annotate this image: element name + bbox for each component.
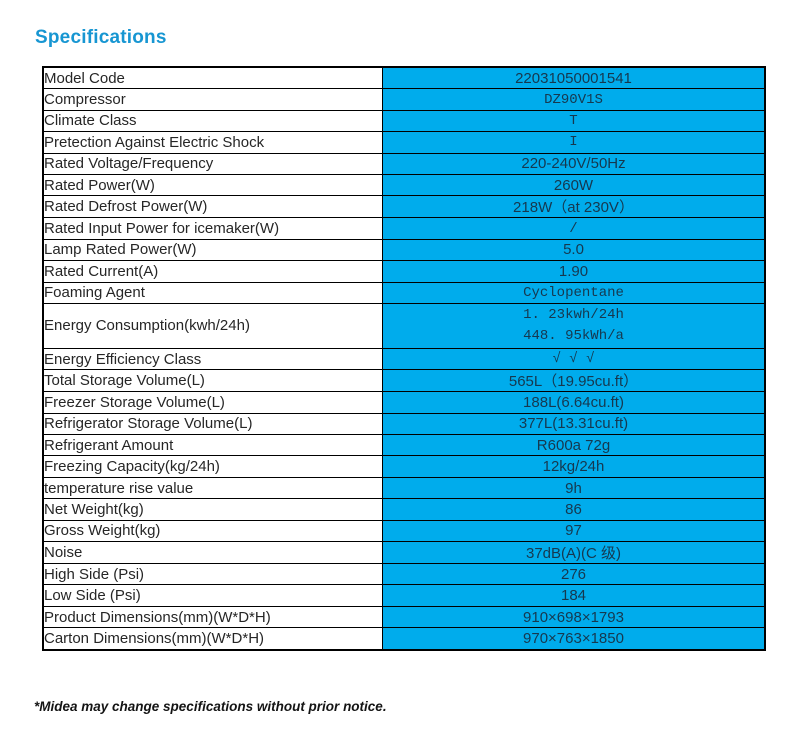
spec-label: Gross Weight(kg) (42, 519, 383, 543)
spec-label: Carton Dimensions(mm)(W*D*H) (42, 627, 383, 651)
spec-label: Noise (42, 541, 383, 565)
spec-value-line: 1. 23kwh/24h (523, 306, 624, 323)
spec-label: Refrigerant Amount (42, 434, 383, 457)
spec-label: temperature rise value (42, 476, 383, 500)
spec-value: 97 (382, 519, 766, 543)
table-row: Freezing Capacity(kg/24h) 12kg/24h (42, 455, 766, 478)
table-row: Refrigerator Storage Volume(L) 377L(13.31… (42, 412, 766, 436)
specifications-table: Model Code 22031050001541 Compressor DZ90V1… (42, 66, 766, 651)
spec-label: Rated Input Power for icemaker(W) (42, 217, 383, 240)
spec-value: R600a 72g (382, 434, 766, 457)
spec-label: Energy Consumption(kwh/24h) (42, 302, 383, 349)
spec-value: 12kg/24h (382, 455, 766, 478)
table-row: Gross Weight(kg) 97 (42, 519, 766, 543)
spec-label: Total Storage Volume(L) (42, 369, 383, 393)
table-row: High Side (Psi) 276 (42, 563, 766, 586)
table-row: Model Code 22031050001541 (42, 66, 766, 90)
spec-label: Rated Voltage/Frequency (42, 152, 383, 175)
table-row: Total Storage Volume(L) 565L（19.95cu.ft） (42, 369, 766, 393)
spec-value: / (382, 217, 766, 240)
spec-value: 37dB(A)(C 级) (382, 541, 766, 565)
spec-label: Net Weight(kg) (42, 498, 383, 521)
table-row: Rated Defrost Power(W) 218W（at 230V） (42, 195, 766, 219)
table-row: Rated Power(W) 260W (42, 173, 766, 197)
spec-value: 276 (382, 563, 766, 586)
table-row: Pretection Against Electric Shock I (42, 131, 766, 154)
spec-value: 1. 23kwh/24h 448. 95kWh/a (382, 302, 766, 349)
spec-label: Refrigerator Storage Volume(L) (42, 412, 383, 436)
spec-value: I (382, 131, 766, 154)
spec-label: Climate Class (42, 109, 383, 133)
spec-value: 910×698×1793 (382, 605, 766, 629)
spec-value: 218W（at 230V） (382, 195, 766, 219)
spec-value: 184 (382, 584, 766, 607)
table-row: Carton Dimensions(mm)(W*D*H) 970×763×1850 (42, 627, 766, 651)
spec-label: Low Side (Psi) (42, 584, 383, 607)
table-row: Foaming Agent Cyclopentane (42, 281, 766, 304)
spec-value-line: 448. 95kWh/a (523, 327, 624, 344)
spec-label: Rated Current(A) (42, 260, 383, 283)
spec-value: 9h (382, 476, 766, 500)
spec-value: 22031050001541 (382, 66, 766, 90)
table-row: Lamp Rated Power(W) 5.0 (42, 238, 766, 262)
spec-label: Pretection Against Electric Shock (42, 131, 383, 154)
spec-label: Freezing Capacity(kg/24h) (42, 455, 383, 478)
spec-value: T (382, 109, 766, 133)
spec-label: Freezer Storage Volume(L) (42, 391, 383, 414)
table-row: Rated Current(A) 1.90 (42, 260, 766, 283)
table-row: Compressor DZ90V1S (42, 88, 766, 111)
table-row: Low Side (Psi) 184 (42, 584, 766, 607)
spec-value: 220-240V/50Hz (382, 152, 766, 175)
table-row: Energy Efficiency Class √ √ √ (42, 347, 766, 371)
spec-value: Cyclopentane (382, 281, 766, 304)
spec-value: 188L(6.64cu.ft) (382, 391, 766, 414)
spec-label: Energy Efficiency Class (42, 347, 383, 371)
spec-value: 86 (382, 498, 766, 521)
spec-label: Compressor (42, 88, 383, 111)
table-row: Freezer Storage Volume(L) 188L(6.64cu.ft) (42, 391, 766, 414)
spec-value: 5.0 (382, 238, 766, 262)
spec-value: 970×763×1850 (382, 627, 766, 651)
spec-value: DZ90V1S (382, 88, 766, 111)
table-row: Energy Consumption(kwh/24h) 1. 23kwh/24h 4… (42, 302, 766, 349)
spec-label: Lamp Rated Power(W) (42, 238, 383, 262)
spec-value: 1.90 (382, 260, 766, 283)
table-row: Rated Input Power for icemaker(W) / (42, 217, 766, 240)
spec-label: Foaming Agent (42, 281, 383, 304)
spec-label: Product Dimensions(mm)(W*D*H) (42, 605, 383, 629)
spec-label: Rated Power(W) (42, 173, 383, 197)
spec-value: 377L(13.31cu.ft) (382, 412, 766, 436)
spec-label: High Side (Psi) (42, 563, 383, 586)
table-row: Product Dimensions(mm)(W*D*H) 910×698×179… (42, 605, 766, 629)
spec-value: 565L（19.95cu.ft） (382, 369, 766, 393)
table-row: Refrigerant Amount R600a 72g (42, 434, 766, 457)
table-row: Climate Class T (42, 109, 766, 133)
footnote: *Midea may change specifications without… (34, 699, 387, 714)
spec-label: Rated Defrost Power(W) (42, 195, 383, 219)
table-row: Net Weight(kg) 86 (42, 498, 766, 521)
table-row: Rated Voltage/Frequency 220-240V/50Hz (42, 152, 766, 175)
spec-value: 260W (382, 173, 766, 197)
table-row: Noise 37dB(A)(C 级) (42, 541, 766, 565)
page-title: Specifications (35, 27, 167, 48)
spec-value: √ √ √ (382, 347, 766, 371)
spec-label: Model Code (42, 66, 383, 90)
table-row: temperature rise value 9h (42, 476, 766, 500)
